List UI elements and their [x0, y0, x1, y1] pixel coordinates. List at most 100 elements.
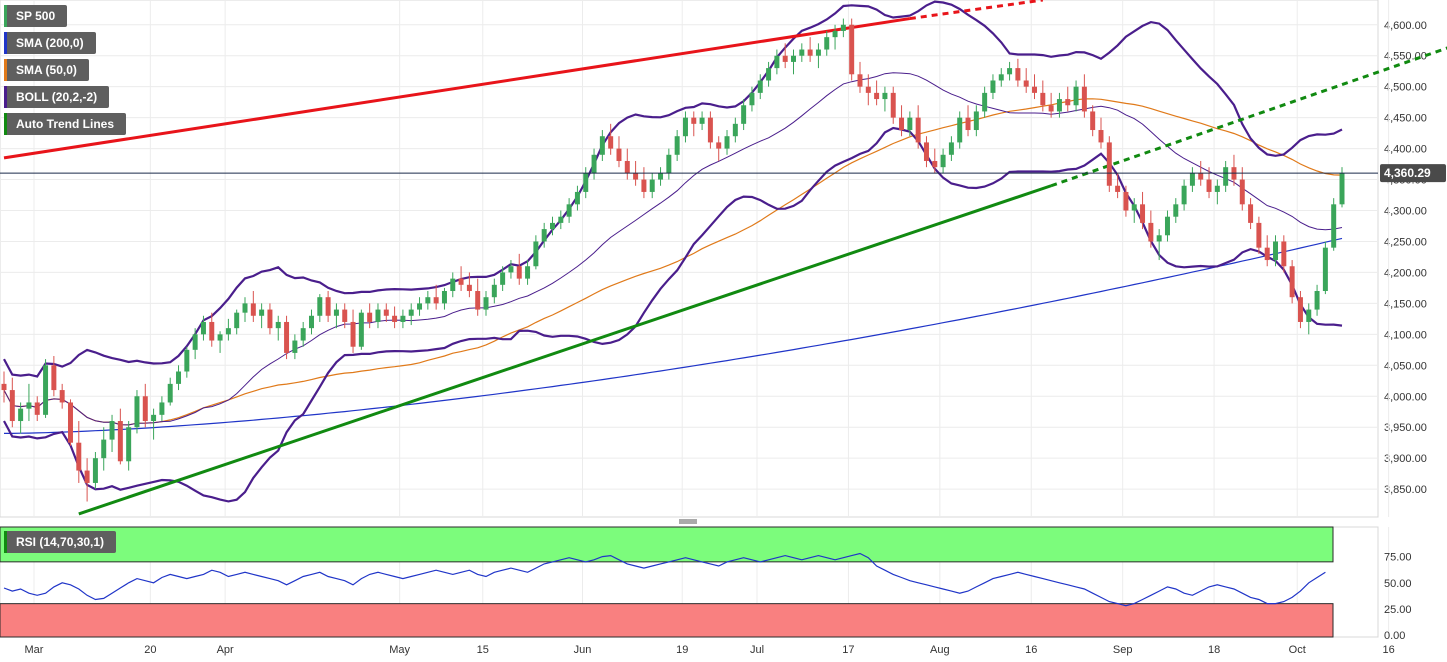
candle-body [591, 154, 597, 174]
candle-body [292, 340, 298, 353]
candle-body [724, 136, 730, 149]
price-tick-label: 4,500.00 [1384, 82, 1427, 94]
candle-body [317, 297, 323, 316]
candle-body [325, 297, 331, 316]
candle-body [250, 303, 256, 316]
legend-sp500[interactable]: SP 500 [4, 5, 68, 27]
candle-body [624, 160, 630, 174]
rsi-overbought-zone [0, 526, 1334, 563]
price-tick-label: 4,000.00 [1384, 391, 1427, 403]
time-tick-label: Mar [25, 644, 44, 656]
candle-body [134, 396, 140, 428]
candle-body [425, 297, 431, 304]
candle-body [367, 312, 373, 322]
candle-body [1090, 111, 1096, 131]
time-tick-label: Jul [750, 644, 764, 656]
price-tick-label: 3,950.00 [1384, 422, 1427, 434]
candle-body [225, 328, 231, 335]
candle-body [574, 191, 580, 205]
candle-body [400, 315, 406, 322]
price-tick-label: 4,550.00 [1384, 51, 1427, 63]
candle-body [500, 272, 506, 285]
candle-body [1264, 247, 1270, 261]
candle-body [1181, 185, 1187, 205]
candle-body [508, 266, 514, 273]
candle-body [732, 123, 738, 137]
legend-swatch-boll [4, 86, 7, 108]
candle-body [1306, 309, 1312, 322]
candle-body [766, 68, 772, 81]
candle-body [51, 365, 57, 391]
price-tick-label: 3,900.00 [1384, 453, 1427, 465]
candle-body [550, 222, 555, 230]
legend-auto-trend-lines[interactable]: Auto Trend Lines [4, 113, 127, 135]
candle-body [666, 154, 672, 174]
candle-body [674, 136, 680, 155]
candle-body [1189, 173, 1195, 186]
candle-body [450, 278, 456, 292]
candle-body [1156, 235, 1162, 242]
panel-resize-handle[interactable] [679, 519, 697, 524]
candle-body [1173, 204, 1179, 217]
candle-body [491, 284, 497, 298]
candle-body [1148, 222, 1154, 242]
time-tick-label: Apr [217, 644, 234, 656]
price-tick-label: 4,300.00 [1384, 206, 1427, 218]
legend-label-sp500: SP 500 [16, 9, 56, 23]
candle-body [333, 309, 339, 316]
legend-boll[interactable]: BOLL (20,2,-2) [4, 86, 110, 108]
candle-body [217, 334, 223, 341]
candle-body [899, 117, 905, 131]
candle-body [1339, 173, 1345, 205]
candle-body [9, 390, 15, 422]
candle-body [1198, 173, 1204, 180]
price-tick-label: 4,400.00 [1384, 144, 1427, 156]
candle-body [1073, 86, 1079, 106]
candle-body [1131, 204, 1137, 211]
candle-body [1015, 68, 1021, 81]
candle-body [151, 414, 157, 422]
candle-body [1331, 204, 1337, 248]
rsi-tick-label: 75.00 [1384, 552, 1412, 564]
legend-rsi[interactable]: RSI (14,70,30,1) [4, 531, 117, 553]
candle-body [101, 439, 107, 459]
candle-body [658, 173, 664, 180]
candle-body [865, 86, 871, 93]
time-tick-label: 15 [477, 644, 489, 656]
candle-body [142, 396, 148, 422]
rsi-tick-label: 50.00 [1384, 578, 1412, 590]
legend-label-sma200: SMA (200,0) [16, 36, 84, 50]
boll-upper-line [3, 0, 1343, 378]
price-tick-label: 3,850.00 [1384, 484, 1427, 496]
candle-body [832, 30, 838, 38]
candle-body [1314, 291, 1320, 310]
candle-body [791, 55, 796, 62]
sma200-line [4, 237, 1343, 434]
candle-body [67, 402, 73, 443]
candle-body [441, 291, 447, 304]
candle-body [616, 148, 622, 161]
legend-sma50[interactable]: SMA (50,0) [4, 59, 89, 81]
price-tick-label: 4,600.00 [1384, 20, 1427, 32]
candle-body [782, 55, 788, 62]
candle-body [1032, 86, 1038, 93]
last-price-tag [1380, 164, 1446, 183]
candle-body [516, 266, 522, 279]
candle-body [1098, 130, 1104, 143]
candle-body [466, 284, 472, 292]
candle-body [932, 160, 938, 168]
candle-body [749, 92, 755, 106]
rsi-line [3, 552, 1326, 607]
candle-body [18, 408, 24, 422]
candle-body [1023, 80, 1029, 87]
candle-body [375, 309, 381, 322]
trendline-lower-support [78, 184, 1052, 516]
candle-body [1273, 241, 1279, 261]
trendline-upper-resistance-extension [909, 0, 1044, 21]
candle-body [948, 142, 954, 155]
candle-body [774, 55, 780, 69]
legend-sma200[interactable]: SMA (200,0) [4, 32, 96, 54]
candle-body [1256, 222, 1262, 248]
candle-body [408, 309, 414, 316]
